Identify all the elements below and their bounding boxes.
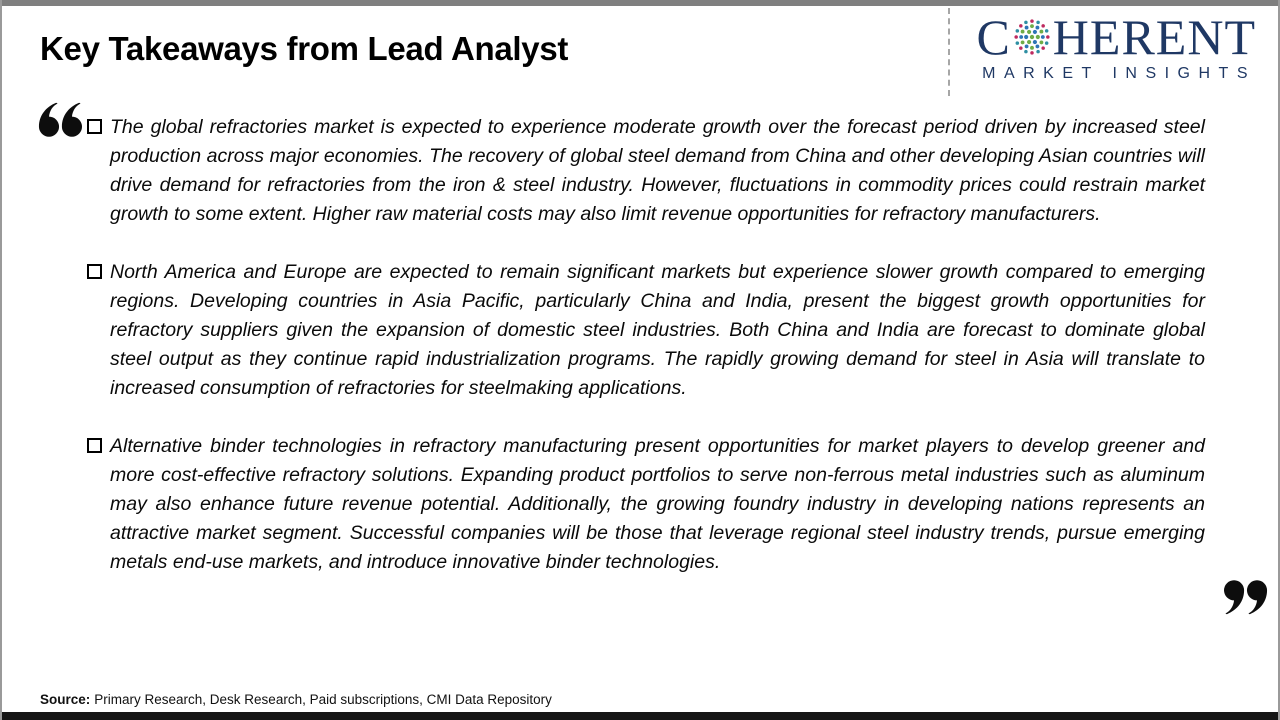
quote-open-icon: [38, 102, 82, 137]
logo-wordmark: C HERENT: [964, 12, 1256, 62]
source-line: Source: Primary Research, Desk Research, …: [40, 692, 552, 707]
page-title: Key Takeaways from Lead Analyst: [40, 30, 569, 67]
quote-close-icon: [1224, 580, 1268, 615]
takeaway-item: Alternative binder technologies in refra…: [87, 432, 1205, 577]
bullet-square-icon: [87, 119, 102, 134]
logo-letter-c: C: [976, 9, 1011, 65]
company-logo: C HERENT MARKET INSIGHTS: [964, 12, 1256, 83]
bottom-border-bar: [2, 712, 1278, 720]
logo-globe-icon: [1014, 19, 1050, 55]
logo-subtitle: MARKET INSIGHTS: [982, 65, 1256, 82]
takeaway-text: North America and Europe are expected to…: [110, 261, 1205, 399]
logo-letters-herent: HERENT: [1052, 9, 1256, 65]
takeaway-item: North America and Europe are expected to…: [87, 258, 1205, 403]
takeaway-text: Alternative binder technologies in refra…: [110, 435, 1205, 573]
takeaway-text: The global refractories market is expect…: [110, 116, 1205, 225]
header-divider: [948, 8, 950, 96]
takeaway-item: The global refractories market is expect…: [87, 113, 1205, 229]
top-border-bar: [2, 0, 1278, 6]
bullet-square-icon: [87, 438, 102, 453]
source-label: Source:: [40, 692, 91, 707]
source-text: Primary Research, Desk Research, Paid su…: [94, 692, 552, 707]
bullet-square-icon: [87, 264, 102, 279]
takeaways-list: The global refractories market is expect…: [87, 113, 1205, 577]
